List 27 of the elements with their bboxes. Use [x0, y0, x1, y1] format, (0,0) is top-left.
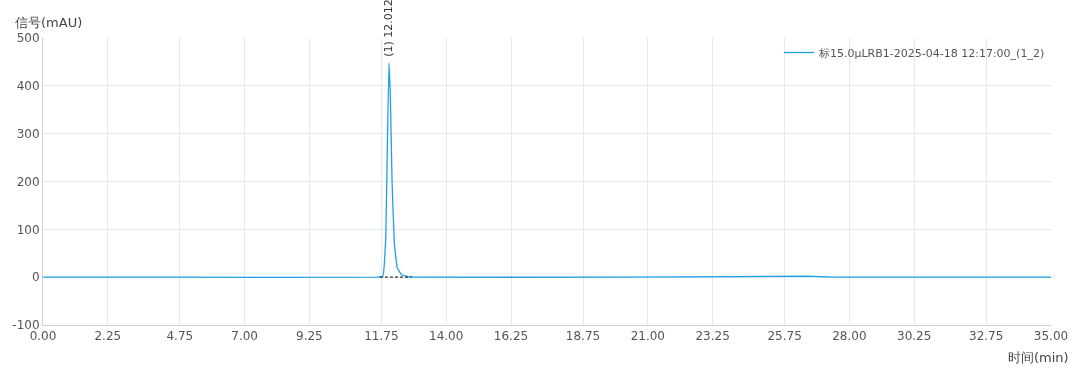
x-tick-label: 7.00 [231, 329, 258, 344]
x-tick-label: 32.75 [969, 329, 1004, 344]
x-tick-label: 2.25 [94, 329, 122, 344]
x-tick-label: 4.75 [166, 329, 194, 344]
x-tick-label: 21.00 [630, 329, 665, 344]
annotation: (1) 12.012 [382, 0, 396, 57]
x-tick-label: 0.00 [29, 329, 57, 344]
x-tick-label: 18.75 [565, 329, 601, 344]
x-tick-label: 11.75 [364, 329, 399, 344]
y-tick-label: 400 [16, 79, 40, 94]
y-tick-label: 0 [31, 270, 40, 285]
x-tick-label: 30.25 [897, 329, 932, 344]
line-series [43, 62, 1051, 279]
x-tick-label: 35.00 [1033, 329, 1069, 344]
y-tick-label: 200 [16, 174, 40, 189]
x-tick-label: 23.25 [695, 329, 730, 344]
y-axis-title: 信号(mAU) [15, 15, 83, 30]
y-tick-label: 500 [16, 31, 40, 46]
y-tick-label: 100 [16, 222, 40, 237]
x-tick-label: 16.25 [493, 329, 529, 344]
x-tick-label: 25.75 [767, 329, 802, 344]
y-tick-label: 300 [16, 126, 40, 141]
x-tick-label: 9.25 [296, 329, 323, 344]
x-tick-label: 28.00 [832, 329, 867, 344]
x-axis-title: 时间(min) [1008, 350, 1069, 365]
x-tick-label: 14.00 [429, 329, 464, 344]
legend-label: 标15.0μLRB1-2025-04-18 12:17:00_(1_2) [818, 46, 1045, 60]
